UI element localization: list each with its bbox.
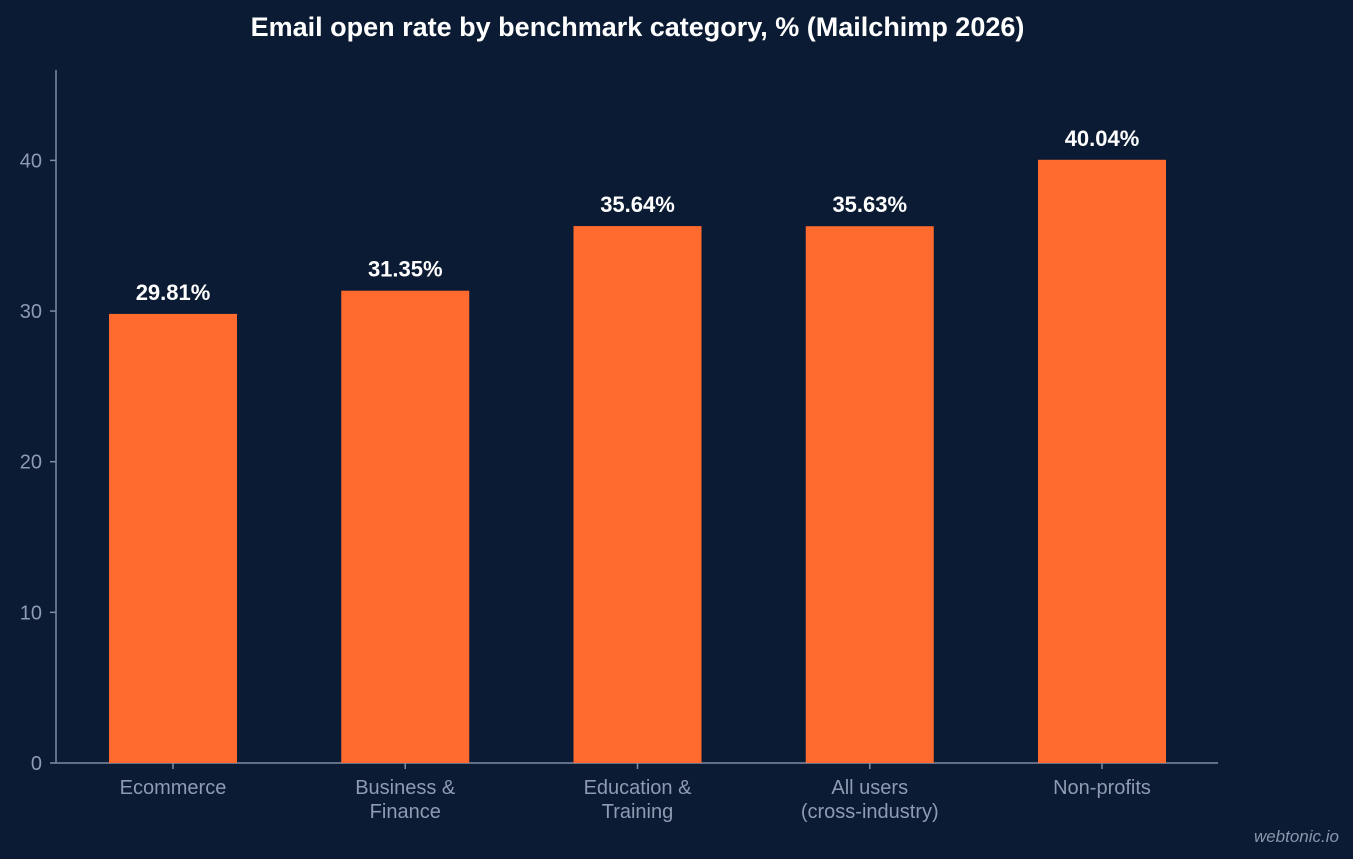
x-tick-label: Business & Finance bbox=[355, 777, 456, 823]
x-tick-label-line: Training bbox=[602, 801, 674, 823]
x-tick-label-line: Finance bbox=[370, 801, 441, 823]
x-tick-label: Ecommerce bbox=[120, 777, 227, 799]
x-tick-label: Education & Training bbox=[584, 777, 693, 823]
x-tick-label-line: Business & bbox=[355, 777, 456, 799]
x-tick-label: Non-profits bbox=[1053, 777, 1151, 799]
bar bbox=[341, 290, 470, 763]
data-label: 31.35% bbox=[368, 257, 443, 282]
data-label: 35.63% bbox=[832, 192, 907, 217]
x-tick-label-line: Non-profits bbox=[1053, 777, 1151, 799]
x-tick-label-line: All users bbox=[831, 777, 908, 799]
data-label: 40.04% bbox=[1065, 126, 1140, 151]
x-tick-label-line: Education & bbox=[584, 777, 693, 799]
bar bbox=[573, 226, 702, 763]
y-tick-label: 0 bbox=[31, 753, 42, 775]
x-tick-label: All users (cross-industry) bbox=[801, 777, 939, 823]
chart-title: Email open rate by benchmark category, %… bbox=[250, 12, 1025, 42]
y-tick-label: 20 bbox=[20, 452, 42, 474]
y-tick-label: 40 bbox=[20, 150, 42, 172]
x-tick-label-line: (cross-industry) bbox=[801, 801, 939, 823]
y-tick-label: 30 bbox=[20, 301, 42, 323]
bar bbox=[805, 226, 934, 763]
x-tick-label-line: Ecommerce bbox=[120, 777, 227, 799]
data-label: 35.64% bbox=[600, 192, 675, 217]
watermark: webtonic.io bbox=[1253, 827, 1339, 846]
bar bbox=[109, 313, 237, 763]
y-tick-label: 10 bbox=[20, 602, 42, 624]
bar bbox=[1038, 159, 1166, 763]
data-label: 29.81% bbox=[136, 280, 211, 305]
